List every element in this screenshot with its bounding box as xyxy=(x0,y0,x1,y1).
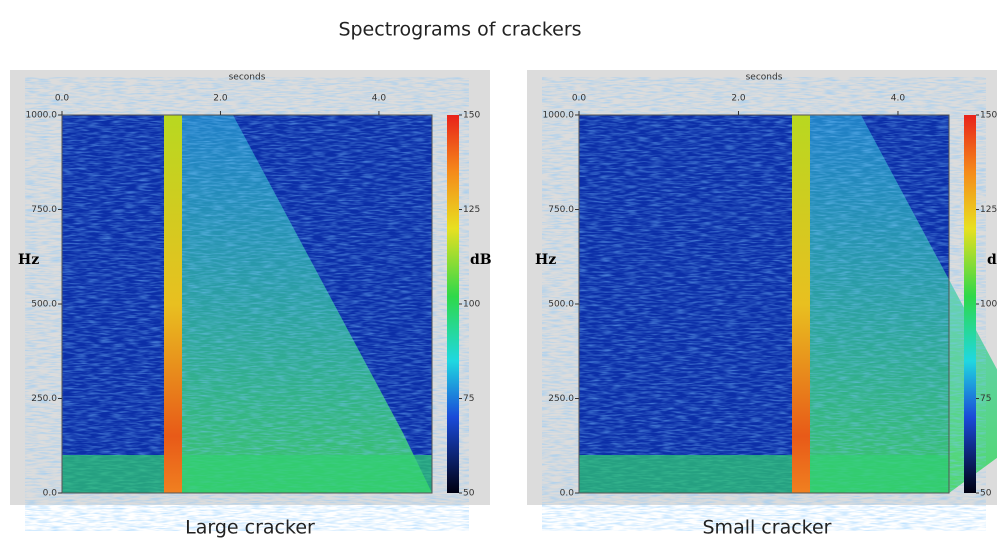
x-tick-label: 0.0 xyxy=(55,94,70,104)
y-tick-label: 500.0 xyxy=(31,300,57,310)
colorbar-tick-label: 100 xyxy=(980,300,997,310)
y-tick-label: 0.0 xyxy=(560,489,575,499)
page: Spectrograms of crackers seconds 0.0 2.0 4.… xyxy=(0,0,997,542)
colorbar-tick-label: 100 xyxy=(463,300,480,310)
colorbar-tick-label: 125 xyxy=(463,205,480,215)
noise-texture xyxy=(62,115,432,493)
x-axis-label: seconds xyxy=(229,73,266,83)
colorbar xyxy=(447,115,459,493)
colorbar-label: dB xyxy=(470,252,492,268)
x-axis-label: seconds xyxy=(746,73,783,83)
noise-texture xyxy=(579,115,949,493)
y-tick-label: 500.0 xyxy=(548,300,574,310)
colorbar-tick-label: 75 xyxy=(463,394,474,404)
y-tick-label: 750.0 xyxy=(31,205,57,215)
x-tick-label: 4.0 xyxy=(372,94,387,104)
y-tick-label: 1000.0 xyxy=(543,111,575,121)
colorbar xyxy=(964,115,976,493)
burst xyxy=(792,115,810,493)
x-tick-label: 4.0 xyxy=(891,94,906,104)
x-tick-label: 2.0 xyxy=(731,94,746,104)
colorbar-label: dB xyxy=(987,252,997,268)
y-axis-label: Hz xyxy=(535,252,556,268)
y-tick-label: 750.0 xyxy=(548,205,574,215)
x-tick-label: 2.0 xyxy=(213,94,228,104)
y-tick-label: 1000.0 xyxy=(26,111,58,121)
caption: Large cracker xyxy=(185,517,315,539)
low-band xyxy=(62,455,432,493)
burst xyxy=(164,115,182,493)
y-axis-label: Hz xyxy=(18,252,39,268)
y-tick-label: 250.0 xyxy=(31,394,57,404)
colorbar-tick-label: 75 xyxy=(980,394,991,404)
page-title: Spectrograms of crackers xyxy=(338,19,581,41)
colorbar-tick-label: 50 xyxy=(463,489,475,499)
colorbar-tick-label: 150 xyxy=(980,111,997,121)
colorbar-tick-label: 50 xyxy=(980,489,992,499)
low-band xyxy=(579,455,949,493)
y-tick-label: 0.0 xyxy=(43,489,58,499)
x-tick-label: 0.0 xyxy=(572,94,587,104)
caption: Small cracker xyxy=(703,517,832,539)
colorbar-tick-label: 125 xyxy=(980,205,997,215)
colorbar-tick-label: 150 xyxy=(463,111,480,121)
y-tick-label: 250.0 xyxy=(548,394,574,404)
